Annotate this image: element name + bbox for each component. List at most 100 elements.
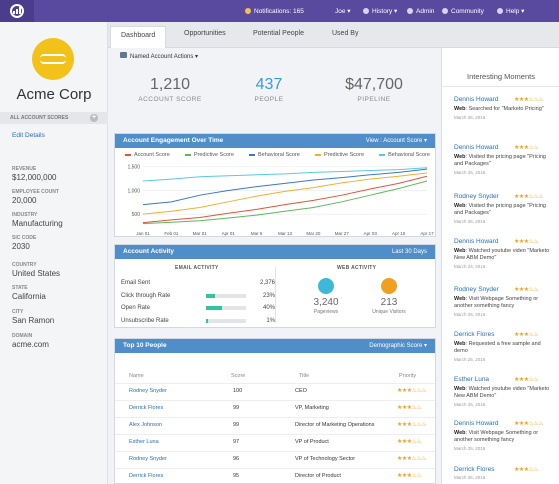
moment-date: March 25, 2016 bbox=[454, 402, 486, 407]
email-activity-label: Click through Rate bbox=[121, 293, 171, 299]
table-row[interactable]: Esther Luna 97 VP of Product ★★★♨♨ bbox=[115, 434, 435, 448]
email-activity-heading: EMAIL ACTIVITY bbox=[175, 265, 219, 271]
x-tick-label: Apr 03 bbox=[364, 231, 378, 236]
person-name-link[interactable]: Derrick Flores bbox=[129, 473, 164, 479]
legend-swatch bbox=[125, 153, 131, 156]
moment-text: Web: Visit Webpage Something or another … bbox=[454, 296, 539, 309]
person-title: CEO bbox=[295, 388, 307, 394]
history-menu[interactable]: History ▾ bbox=[363, 0, 397, 22]
engagement-panel: Account Engagement Over Time View : Acco… bbox=[114, 133, 436, 237]
moment-person-link[interactable]: Derrick Flores bbox=[454, 466, 495, 473]
table-row[interactable]: Derrick Flores 95 Director of Product ★★★♨♨ bbox=[115, 468, 435, 482]
legend-item[interactable]: Behavioral Score bbox=[248, 152, 300, 158]
user-menu[interactable]: Joe ▾ bbox=[335, 7, 351, 16]
person-score: 100 bbox=[233, 388, 243, 394]
moment-text: Web: Watched youtube video "Marketo New … bbox=[454, 248, 550, 261]
moment-text: Web: Visit Webpage Something or another … bbox=[454, 430, 539, 443]
field-value: acme.com bbox=[12, 340, 49, 349]
x-tick-label: Mar 6 bbox=[251, 231, 263, 236]
priority-stars: ★★★♨♨♨ bbox=[397, 456, 427, 462]
series-line[interactable] bbox=[142, 168, 428, 206]
legend-label: Account Score bbox=[134, 152, 170, 158]
tab-potential-people[interactable]: Potential People bbox=[253, 30, 304, 37]
all-scores-header[interactable]: ALL ACCOUNT SCORES + bbox=[0, 112, 108, 124]
person-name-link[interactable]: Alex Johnson bbox=[129, 422, 163, 428]
legend-item[interactable]: Behavioral Score bbox=[379, 152, 430, 158]
pageviews-label: Pageviews bbox=[313, 309, 339, 315]
admin-link[interactable]: Admin bbox=[407, 0, 434, 22]
tab-dashboard[interactable]: Dashboard bbox=[110, 26, 167, 48]
legend-item[interactable]: Predictive Score bbox=[314, 152, 364, 158]
legend-label: Predictive Score bbox=[323, 152, 364, 158]
col-score[interactable]: Score bbox=[231, 373, 246, 379]
moment-date: March 25, 2016 bbox=[454, 219, 486, 224]
field-value: United States bbox=[12, 269, 61, 278]
moment-description: Searched for "Marketo Pricing" bbox=[468, 106, 544, 112]
series-line[interactable] bbox=[142, 167, 428, 182]
moment-person-link[interactable]: Rodney Snyder bbox=[454, 286, 499, 293]
person-score: 99 bbox=[233, 422, 240, 428]
moment-person-link[interactable]: Dennis Howard bbox=[454, 238, 499, 245]
col-priority[interactable]: Priority bbox=[399, 373, 417, 379]
pipeline-stat: $47,700 PIPELINE bbox=[345, 76, 403, 103]
email-activity-value: 1% bbox=[266, 318, 275, 324]
field-value: $12,000,000 bbox=[12, 173, 57, 182]
table-row[interactable]: Alex Johnson 99 Director of Marketing Oper… bbox=[115, 417, 435, 431]
series-line[interactable] bbox=[142, 172, 428, 215]
col-name[interactable]: Name bbox=[129, 373, 144, 379]
visitors-label: Unique Visitors bbox=[372, 309, 406, 315]
person-title: Director of Marketing Operations bbox=[295, 422, 375, 428]
person-score: 96 bbox=[233, 456, 240, 462]
person-name-link[interactable]: Esther Luna bbox=[129, 439, 159, 445]
community-icon bbox=[442, 8, 448, 14]
table-row[interactable]: Derrick Flores 99 VP, Marketing ★★★♨♨ bbox=[115, 400, 435, 414]
table-row[interactable]: Rodney Snyder 100 CEO ★★★♨♨♨ bbox=[115, 383, 435, 397]
activity-range[interactable]: Last 30 Days bbox=[391, 249, 427, 255]
col-title[interactable]: Title bbox=[299, 373, 310, 379]
tab-used-by[interactable]: Used By bbox=[332, 30, 359, 37]
help-menu[interactable]: Help ▾ bbox=[497, 0, 524, 22]
moment-person-link[interactable]: Esther Luna bbox=[454, 376, 490, 383]
moment-priority-stars: ★★★♨♨ bbox=[514, 467, 539, 473]
named-account-actions[interactable]: Named Account Actions ▾ bbox=[120, 52, 198, 60]
x-tick-label: Mar 20 bbox=[306, 231, 321, 236]
field-label: EMPLOYEE COUNT bbox=[12, 189, 59, 195]
moments-title: Interesting Moments bbox=[467, 72, 535, 81]
email-activity-value: 40% bbox=[262, 305, 275, 311]
legend-item[interactable]: Account Score bbox=[125, 152, 170, 158]
x-tick-label: Feb 01 bbox=[164, 231, 179, 236]
moment-description: Visit Webpage Something or another somet… bbox=[454, 296, 539, 309]
person-name-link[interactable]: Rodney Snyder bbox=[129, 456, 167, 462]
series-line[interactable] bbox=[142, 180, 428, 225]
edit-details-link[interactable]: Edit Details bbox=[12, 132, 45, 139]
moment-priority-stars: ★★★♨♨ bbox=[514, 239, 539, 245]
moment-person-link[interactable]: Derrick Flores bbox=[454, 331, 495, 338]
person-name-link[interactable]: Derrick Flores bbox=[129, 405, 164, 411]
legend-swatch bbox=[184, 153, 191, 156]
moment-kind: Web bbox=[454, 106, 466, 112]
moment-person-link[interactable]: Dennis Howard bbox=[454, 420, 499, 427]
series-line[interactable] bbox=[142, 175, 428, 224]
view-selector[interactable]: View : Account Score ▾ bbox=[365, 138, 427, 144]
legend-swatch bbox=[314, 153, 321, 156]
visitors-value: 213 bbox=[380, 297, 398, 308]
moment-description: Requested a free sample and demo bbox=[454, 341, 541, 354]
tab-opportunities[interactable]: Opportunities bbox=[184, 30, 226, 37]
score-filter[interactable]: Demographic Score ▾ bbox=[369, 343, 427, 349]
field-label: DOMAIN bbox=[12, 333, 33, 339]
moment-item: Rodney Snyder ★★★♨♨ Web: Visit Webpage Som… bbox=[454, 286, 554, 317]
legend-swatch bbox=[379, 153, 386, 156]
field-label: CITY bbox=[12, 309, 24, 315]
field-label: COUNTRY bbox=[12, 262, 37, 268]
marketo-logo[interactable] bbox=[0, 0, 34, 22]
moment-person-link[interactable]: Rodney Snyder bbox=[454, 193, 499, 200]
moment-person-link[interactable]: Dennis Howard bbox=[454, 96, 499, 103]
table-row[interactable]: Rodney Snyder 96 VP of Technology Sector ★★… bbox=[115, 451, 435, 465]
legend-item[interactable]: Predictive Score bbox=[184, 152, 234, 158]
person-name-link[interactable]: Rodney Snyder bbox=[129, 388, 167, 394]
moment-person-link[interactable]: Dennis Howard bbox=[454, 144, 499, 151]
rate-bar bbox=[206, 319, 246, 323]
expand-icon[interactable]: + bbox=[90, 114, 98, 122]
notifications-link[interactable]: Notifications: 165 bbox=[245, 0, 304, 22]
community-link[interactable]: Community bbox=[442, 0, 484, 22]
